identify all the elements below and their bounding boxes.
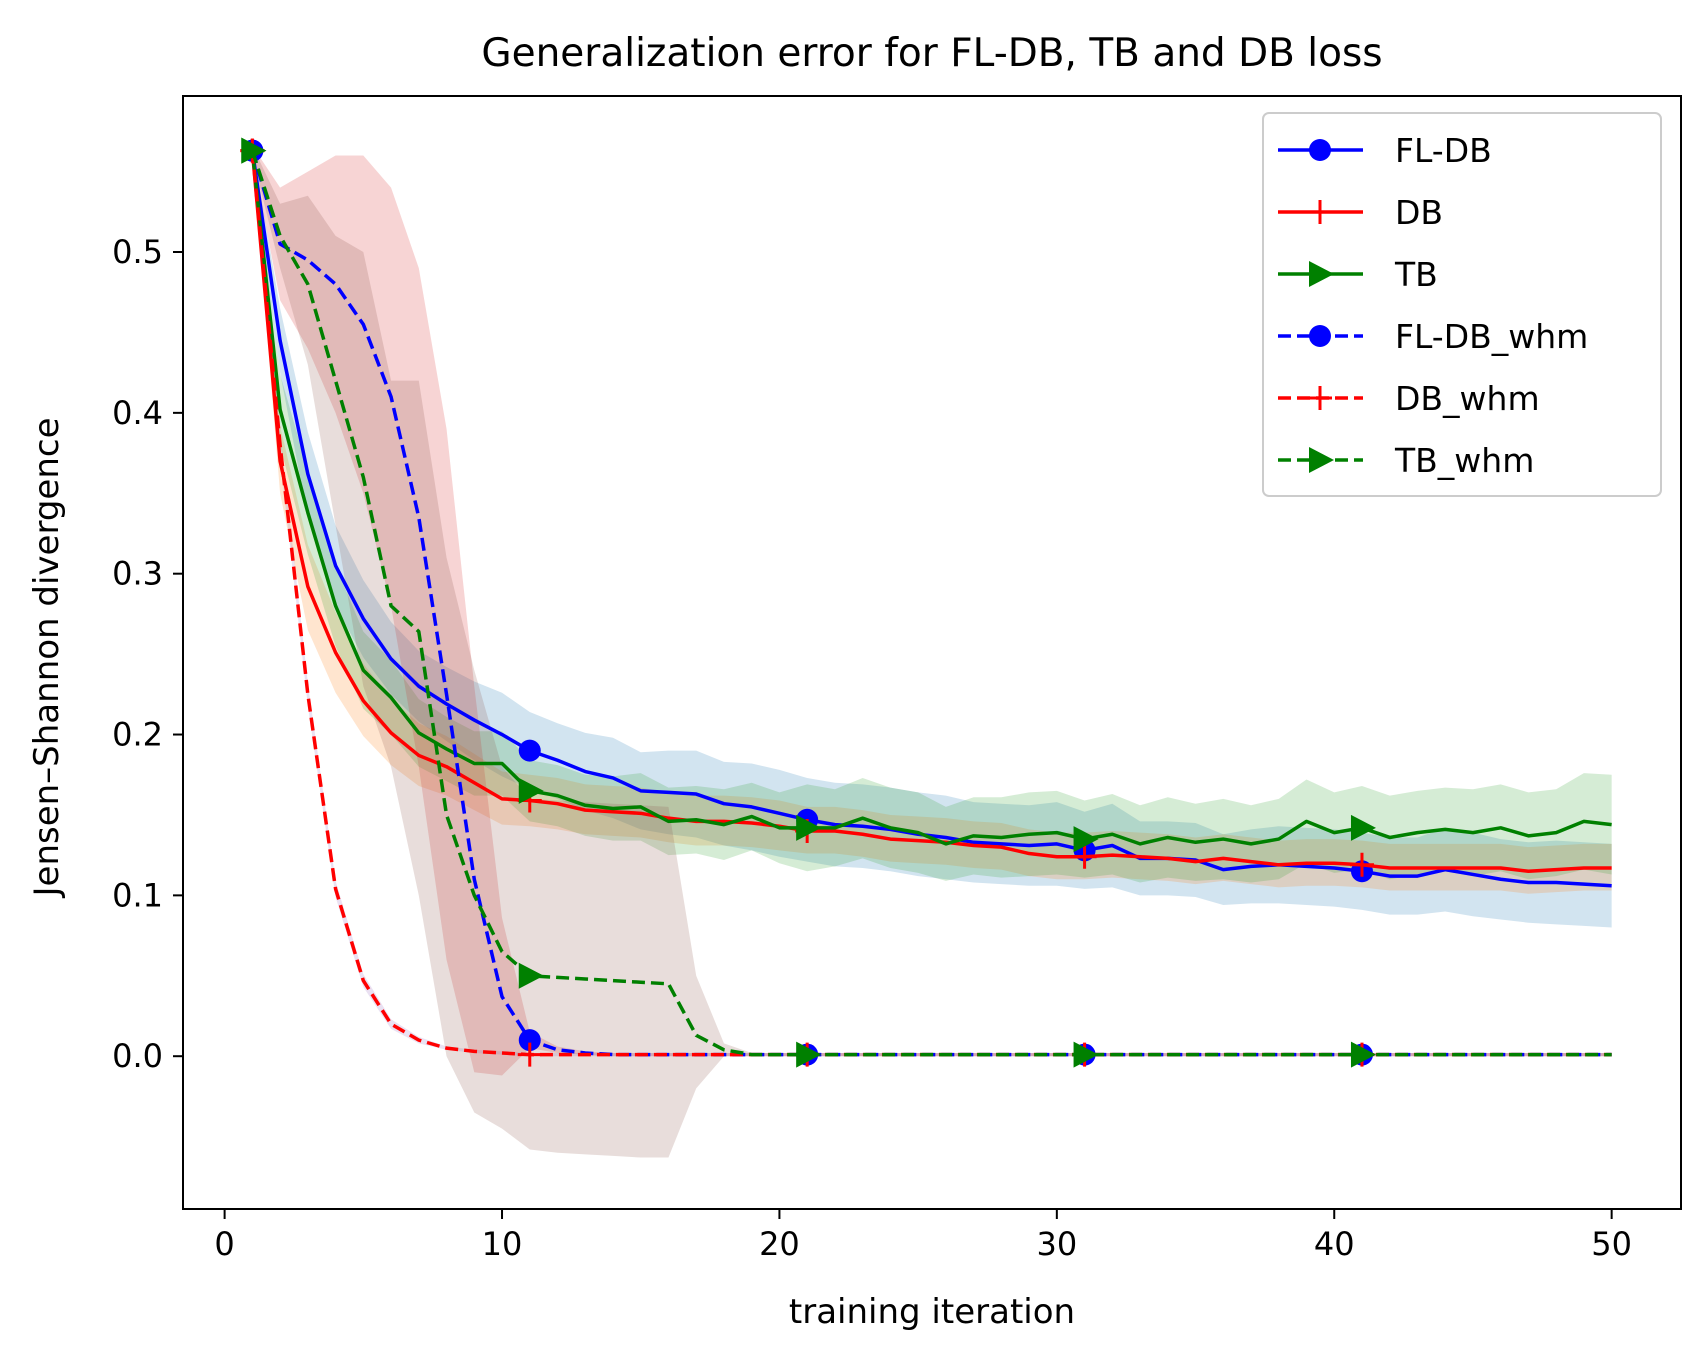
x-tick-label: 50 (1591, 1225, 1632, 1263)
legend-marker-db (1308, 200, 1332, 224)
legend-box (1262, 112, 1662, 497)
marker-tb-whm (796, 1041, 822, 1068)
y-tick-label: 0.3 (112, 555, 163, 593)
x-tick-label: 10 (482, 1225, 523, 1263)
x-tick-label: 0 (214, 1225, 234, 1263)
confidence-bands (252, 145, 1612, 1158)
plot-frame (182, 95, 1682, 1210)
legend: FL-DB DB TB FL-DB_whm DB_whm TB_whm (1262, 112, 1662, 497)
legend-marker-tb (1309, 261, 1334, 287)
legend-label-db-whm: DB_whm (1395, 379, 1540, 418)
legend-marker-tb-whm (1309, 447, 1334, 473)
legend-marker-fl-db-whm (1309, 325, 1331, 347)
chart-title: Generalization error for FL-DB, TB and D… (481, 31, 1382, 76)
legend-label-fl-db: FL-DB (1395, 131, 1492, 170)
marker-fl-db-whm (518, 1029, 541, 1052)
marker-tb-whm (518, 962, 544, 989)
marker-tb-whm (241, 137, 267, 164)
marker-tb (796, 814, 822, 841)
series-line-db (250, 150, 1612, 873)
y-tick-label: 0.5 (112, 233, 163, 271)
marker-db-whm (517, 1042, 542, 1067)
legend-label-tb: TB (1394, 255, 1438, 294)
x-axis-ticks: 0 10 20 30 40 50 (214, 1209, 1632, 1263)
legend-marker-db-whm (1308, 386, 1332, 410)
y-axis-label: Jensen–Shannon divergence (27, 417, 67, 898)
marker-db (1349, 852, 1374, 877)
series-line-fl-db (250, 150, 1612, 888)
x-tick-label: 30 (1036, 1225, 1077, 1263)
x-tick-label: 40 (1314, 1225, 1355, 1263)
y-tick-label: 0.2 (112, 716, 163, 754)
x-tick-label: 20 (759, 1225, 800, 1263)
band-fl-db-whm (252, 145, 1612, 1076)
band-tb (252, 145, 1612, 883)
marker-tb-whm (1073, 1041, 1099, 1068)
legend-label-tb-whm: TB_whm (1394, 441, 1534, 480)
marker-tb-whm (1350, 1041, 1376, 1068)
series-line-tb (250, 150, 1612, 846)
marker-db (1072, 844, 1097, 869)
y-axis-ticks: 0.0 0.1 0.2 0.3 0.4 0.5 (112, 233, 183, 1075)
legend-label-db: DB (1395, 193, 1443, 232)
y-tick-label: 0.4 (112, 394, 163, 432)
y-tick-label: 0.1 (112, 876, 163, 914)
series-line-tb-whm (250, 150, 1612, 1057)
legend-marker-fl-db (1309, 139, 1331, 161)
y-tick-label: 0.0 (112, 1037, 163, 1075)
series-lines (240, 137, 1612, 1068)
marker-tb (518, 777, 544, 804)
marker-tb (1350, 814, 1376, 841)
band-fl-db (252, 145, 1612, 928)
legend-label-fl-db-whm: FL-DB_whm (1395, 317, 1588, 356)
band-tb-whm (252, 145, 1612, 1158)
marker-fl-db (518, 739, 541, 762)
marker-tb (1073, 826, 1099, 853)
x-axis-label: training iteration (789, 1292, 1075, 1332)
